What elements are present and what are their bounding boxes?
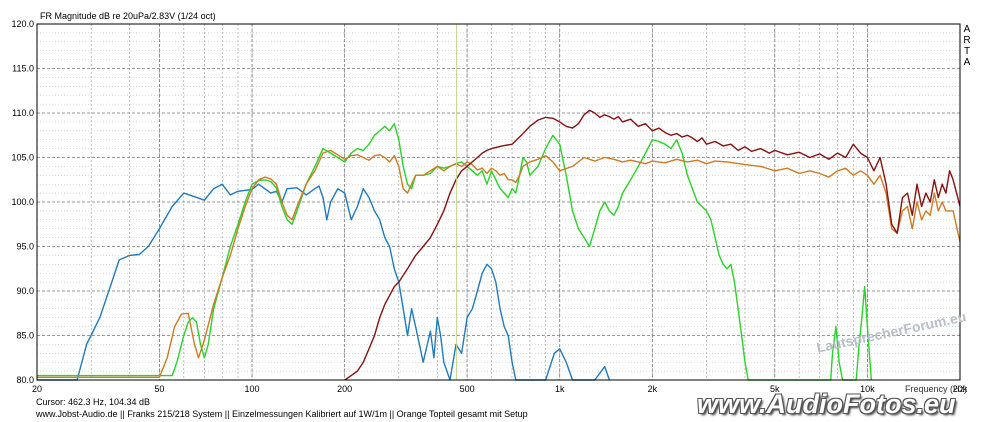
arta-letter: A: [963, 57, 971, 68]
y-tick-label: 85.0: [16, 331, 34, 341]
series-line: [37, 149, 961, 378]
x-tick-label: 500: [460, 384, 475, 394]
series-line: [37, 183, 611, 381]
axis-ticks: 80.0 85.0 90.0 95.0 100.0 105.0 110.0 115.0 120.…: [11, 19, 967, 394]
series-line: [37, 123, 872, 381]
y-tick-label: 110.0: [12, 108, 34, 118]
footer-caption: www.Jobst-Audio.de || Franks 215/218 Sys…: [36, 409, 528, 419]
x-tick-label: 2k: [648, 384, 658, 394]
y-tick-label: 95.0: [16, 242, 34, 252]
x-tick-label: 5k: [770, 384, 780, 394]
x-tick-label: 1k: [555, 384, 565, 394]
arta-letter: R: [963, 35, 971, 46]
x-tick-label: 20: [32, 384, 42, 394]
arta-letter: T: [963, 46, 971, 57]
plot-frame: [36, 23, 961, 381]
chart-title: FR Magnitude dB re 20uPa/2.83V (1/24 oct…: [40, 11, 216, 21]
arta-letter: A: [963, 24, 971, 35]
y-tick-label: 115.0: [12, 64, 34, 74]
series-lines: [37, 24, 961, 381]
x-tick-label: 200: [337, 384, 352, 394]
x-axis-unit: Frequency (Hz): [905, 384, 968, 394]
y-tick-label: 90.0: [16, 286, 34, 296]
y-tick-label: 105.0: [11, 153, 34, 163]
series-line: [344, 109, 961, 381]
x-tick-label: 100: [245, 384, 260, 394]
arta-brand: A R T A: [962, 24, 972, 68]
y-tick-label: 80.0: [16, 375, 34, 385]
x-tick-label: 50: [154, 384, 164, 394]
y-tick-label: 100.0: [11, 197, 34, 207]
watermark-audiofotos: www.AudioFotos.eu: [697, 389, 956, 419]
cursor-readout: Cursor: 462.3 Hz, 104.34 dB: [36, 397, 151, 407]
x-tick-label: 20k: [953, 384, 968, 394]
y-tick-label: 120.0: [11, 19, 34, 29]
x-tick-label: 10k: [860, 384, 875, 394]
